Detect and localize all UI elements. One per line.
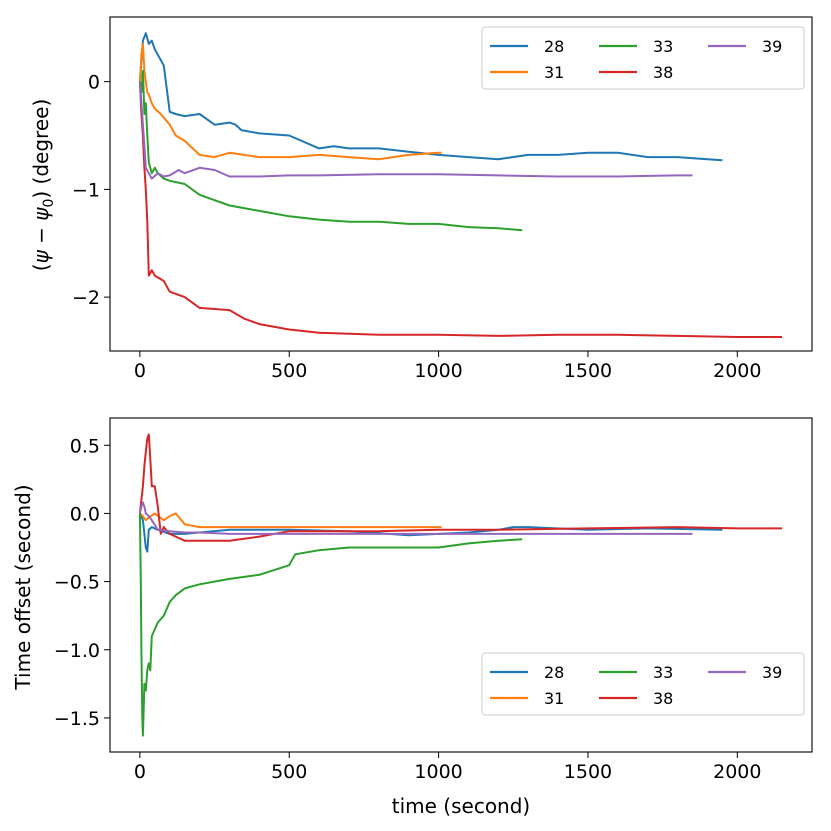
heading-chart-x-ticks: 0 500 1000 1500 2000: [134, 360, 762, 382]
heading-chart-ticks: [104, 81, 738, 357]
time-chart-y-ticks: 0.5 0.0 −0.5 −1.0 −1.5: [54, 435, 100, 730]
time-chart-y-tick-minus1.0: −1.0: [54, 640, 100, 662]
time-legend-label-31: 31: [544, 689, 564, 708]
time-chart-x-tick-500: 500: [271, 761, 307, 783]
heading-series-line-31: [138, 42, 442, 161]
heading-offset-chart: 0 500 1000 1500 2000 0 −1 −2 (ψ − ψ0) (d…: [29, 16, 813, 382]
time-chart-y-tick-0.5: 0.5: [70, 435, 100, 457]
heading-series-line-33: [138, 69, 523, 232]
time-series-line-31: [139, 512, 442, 529]
time-chart-ticks: [104, 444, 738, 758]
heading-chart-frame: [109, 16, 813, 352]
heading-series-line-39: [138, 81, 693, 180]
heading-legend-label-28: 28: [544, 37, 564, 56]
heading-chart-ylabel: (ψ − ψ0) (degree): [29, 99, 57, 271]
heading-chart-series: [138, 32, 783, 338]
heading-chart-y-tick-minus2: −2: [72, 287, 100, 309]
heading-chart-y-ticks: 0 −1 −2: [72, 72, 100, 309]
heading-chart-legend: 28 31 33 38 39: [481, 26, 805, 90]
time-chart-x-tick-1500: 1500: [564, 761, 612, 783]
time-chart-legend-box: [481, 652, 805, 716]
heading-series-line-38: [138, 81, 783, 338]
heading-legend-label-33: 33: [653, 37, 673, 56]
heading-chart-x-tick-0: 0: [134, 360, 146, 382]
heading-chart-x-tick-1000: 1000: [414, 360, 462, 382]
time-chart-xlabel: time (second): [392, 794, 530, 818]
time-chart-x-ticks: 0 500 1000 1500 2000: [134, 761, 762, 783]
time-series-line-39: [138, 501, 693, 535]
heading-legend-label-38: 38: [653, 63, 673, 82]
heading-chart-x-tick-1500: 1500: [564, 360, 612, 382]
time-legend-label-39: 39: [762, 663, 782, 682]
time-chart-x-tick-2000: 2000: [713, 761, 761, 783]
time-series-line-33: [138, 513, 523, 737]
heading-chart-y-tick-minus1: −1: [72, 179, 100, 201]
time-legend-label-38: 38: [653, 689, 673, 708]
time-chart-ylabel: Time offset (second): [11, 484, 35, 690]
time-legend-label-28: 28: [544, 663, 564, 682]
time-legend-label-33: 33: [653, 663, 673, 682]
time-chart-series: [138, 433, 783, 737]
time-chart-x-tick-0: 0: [134, 761, 146, 783]
time-chart-y-tick-0.0: 0.0: [70, 503, 100, 525]
time-chart-frame: [109, 417, 813, 753]
heading-chart-y-tick-0: 0: [88, 72, 100, 94]
time-series-line-38: [138, 433, 783, 542]
time-chart-x-tick-1000: 1000: [414, 761, 462, 783]
heading-chart-x-tick-2000: 2000: [713, 360, 761, 382]
time-chart-y-tick-minus1.5: −1.5: [54, 708, 100, 730]
heading-legend-label-31: 31: [544, 63, 564, 82]
heading-chart-legend-box: [481, 26, 805, 90]
heading-chart-x-tick-500: 500: [271, 360, 307, 382]
heading-series-line-28: [138, 32, 723, 162]
heading-legend-label-39: 39: [762, 37, 782, 56]
time-offset-chart: 0 500 1000 1500 2000 0.5 0.0 −0.5 −1.0 −…: [11, 417, 813, 818]
time-chart-y-tick-minus0.5: −0.5: [54, 572, 100, 594]
time-series-line-28: [138, 512, 723, 553]
time-chart-legend: 28 31 33 38 39: [481, 652, 805, 716]
